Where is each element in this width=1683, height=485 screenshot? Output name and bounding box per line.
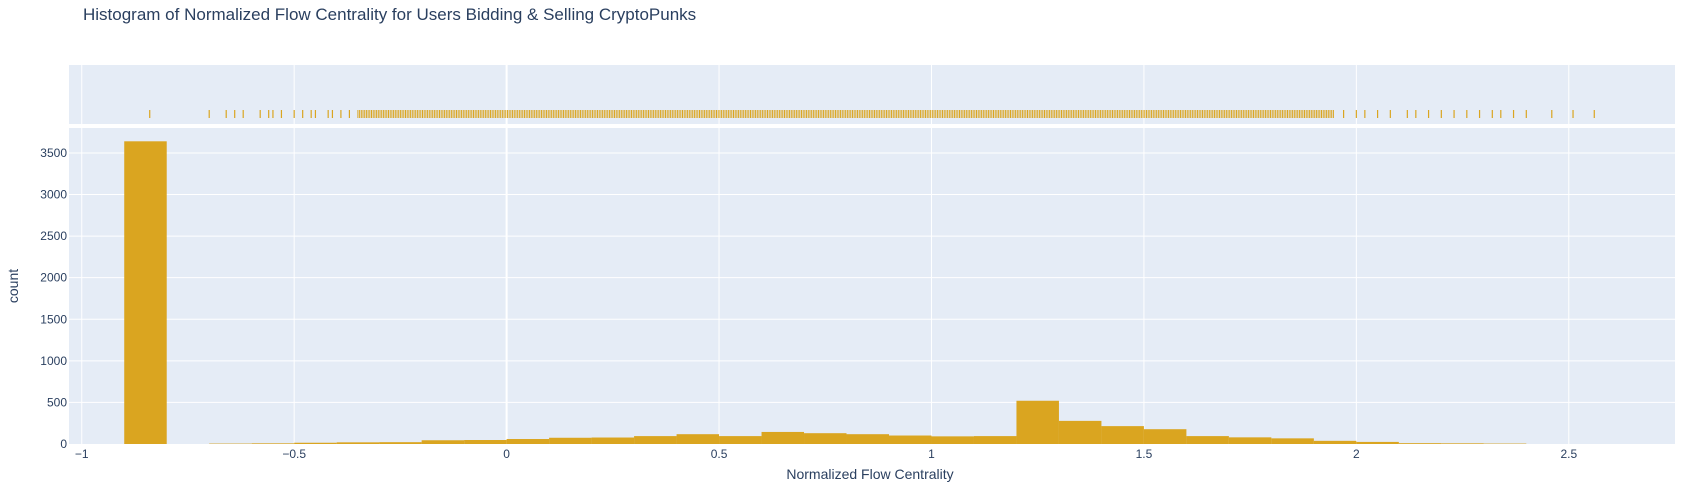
y-axis-tick-labels: 0 500 1000 1500 2000 2500 3000 3500 [40,146,67,451]
histogram-bar [464,440,507,444]
x-tick-label: −0.5 [282,447,306,461]
x-axis-tick-labels: −1 −0.5 0 0.5 1 1.5 2 2.5 [75,447,1578,461]
histogram-bar [1101,426,1144,444]
y-axis-label: count [5,269,21,303]
histogram-bar [1228,437,1272,444]
x-tick-label: 1.5 [1136,447,1153,461]
histogram-bar [1441,443,1484,444]
histogram-bar [1271,438,1314,444]
histogram-bar [1398,443,1442,444]
histogram-bar [804,433,847,444]
histogram-bar [761,431,805,444]
x-tick-label: 2.5 [1560,447,1577,461]
histogram-bar [1143,429,1187,444]
histogram-bar [379,442,422,444]
rug-gridlines [81,65,1570,124]
y-tick-label: 2000 [40,271,67,285]
histogram-bar [124,141,167,444]
y-tick-label: 3500 [40,146,67,160]
histogram-bar [973,436,1017,444]
rug-plot-background [69,65,1675,124]
histogram-bar [719,436,762,444]
histogram-bars [124,141,1527,444]
histogram-bar [336,442,380,444]
histogram-bar [294,442,337,444]
y-tick-label: 0 [60,437,67,451]
histogram-bar [591,437,635,444]
histogram-bar [421,440,465,444]
histogram-plot-background [69,128,1675,444]
x-tick-label: 1 [928,447,935,461]
histogram-bar [846,434,889,444]
y-tick-label: 1000 [40,354,67,368]
x-tick-label: −1 [75,447,89,461]
histogram-bar [676,434,720,444]
histogram-bar [931,436,974,444]
rug-marks [149,110,1595,118]
histogram-bar [549,437,592,444]
x-tick-label: 0 [503,447,510,461]
histogram-bar [1313,440,1357,444]
y-tick-label: 1500 [40,312,67,326]
histogram-bar [1016,400,1059,444]
histogram-bar [1186,436,1229,444]
histogram-bar [1058,420,1102,444]
histogram-bar [634,436,677,444]
histogram-gridlines [69,128,1675,444]
chart-title: Histogram of Normalized Flow Centrality … [83,5,696,24]
y-tick-label: 3000 [40,188,67,202]
x-tick-label: 0.5 [711,447,728,461]
y-tick-label: 2500 [40,229,67,243]
histogram-bar [888,435,932,444]
x-axis-label: Normalized Flow Centrality [786,466,953,482]
histogram-bar [1356,441,1399,444]
y-tick-label: 500 [47,395,67,409]
x-tick-label: 2 [1353,447,1360,461]
histogram-bar [506,439,550,444]
histogram-bar [251,443,295,444]
